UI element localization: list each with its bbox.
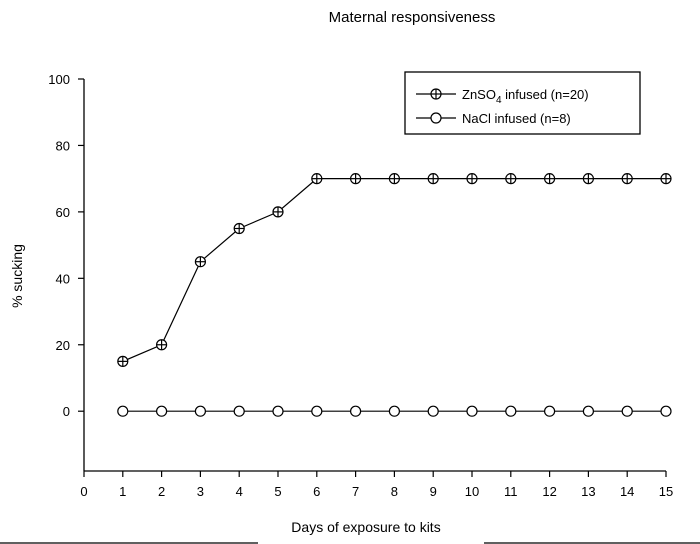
data-point — [388, 173, 400, 185]
legend-entry-nacl: NaCl infused (n=8) — [416, 111, 571, 126]
data-point — [350, 173, 362, 185]
data-point — [543, 173, 556, 185]
x-tick-label: 8 — [391, 484, 398, 499]
x-tick-label: 5 — [274, 484, 281, 499]
legend-label-zn-base: ZnSO — [462, 87, 496, 102]
x-tick-label: 13 — [581, 484, 595, 499]
x-tick-label: 0 — [80, 484, 87, 499]
x-axis-title: Days of exposure to kits — [291, 519, 440, 535]
data-point — [466, 173, 478, 185]
legend-entry-zn: ZnSO4 infused (n=20) — [416, 87, 589, 106]
data-point — [582, 173, 595, 185]
x-tick-label: 9 — [430, 484, 437, 499]
x-tick-label: 7 — [352, 484, 359, 499]
data-point — [117, 405, 129, 417]
data-point — [233, 222, 245, 235]
data-point — [660, 173, 672, 185]
data-point — [505, 173, 517, 185]
y-tick-label: 20 — [56, 338, 70, 353]
series-1 — [117, 405, 672, 417]
data-point — [272, 206, 284, 218]
data-point — [543, 405, 556, 417]
axes — [83, 79, 666, 472]
data-point — [582, 405, 595, 417]
data-point — [194, 405, 206, 417]
y-tick-label: 80 — [56, 138, 70, 153]
data-point — [621, 405, 633, 417]
data-point — [388, 405, 400, 417]
legend-marker-nacl — [430, 112, 442, 124]
y-axis-title: % sucking — [9, 244, 25, 308]
y-tick-label: 100 — [48, 72, 70, 87]
data-point — [311, 173, 323, 185]
x-tick-label: 2 — [158, 484, 165, 499]
data-point — [117, 355, 129, 367]
series-line — [122, 178, 666, 362]
data-point — [427, 173, 439, 185]
x-tick-label: 3 — [197, 484, 204, 499]
x-tick-label: 11 — [504, 484, 518, 499]
data-point — [311, 405, 323, 417]
chart-title: Maternal responsiveness — [329, 9, 496, 26]
legend: ZnSO4 infused (n=20) NaCl infused (n=8) — [404, 71, 641, 135]
x-tick-label: 14 — [620, 484, 634, 499]
series-layer — [117, 173, 672, 417]
legend-marker-zn — [430, 88, 442, 100]
data-point — [505, 405, 517, 417]
y-tick-label: 40 — [56, 271, 70, 286]
data-point — [233, 405, 245, 417]
data-point — [272, 405, 284, 417]
x-tick-label: 12 — [542, 484, 556, 499]
y-tick-label: 60 — [56, 205, 70, 220]
y-tick-label: 0 — [63, 404, 70, 419]
legend-label-nacl: NaCl infused (n=8) — [462, 111, 571, 126]
data-point — [194, 256, 206, 268]
x-tick-label: 4 — [236, 484, 243, 499]
x-tick-label: 10 — [465, 484, 479, 499]
x-tick-label: 6 — [313, 484, 320, 499]
data-point — [156, 339, 168, 351]
legend-box — [404, 71, 641, 135]
data-point — [660, 405, 672, 417]
x-tick-label: 1 — [119, 484, 126, 499]
data-point — [466, 405, 478, 417]
data-point — [156, 405, 168, 417]
x-tick-label: 15 — [659, 484, 673, 499]
legend-label-zn-rest: infused (n=20) — [502, 87, 589, 102]
series-0 — [117, 173, 672, 367]
data-point — [621, 173, 633, 185]
data-point — [427, 405, 439, 417]
data-point — [350, 405, 362, 417]
legend-label-zn-sub: 4 — [496, 95, 502, 106]
legend-label-zn: ZnSO4 infused (n=20) — [462, 87, 589, 106]
